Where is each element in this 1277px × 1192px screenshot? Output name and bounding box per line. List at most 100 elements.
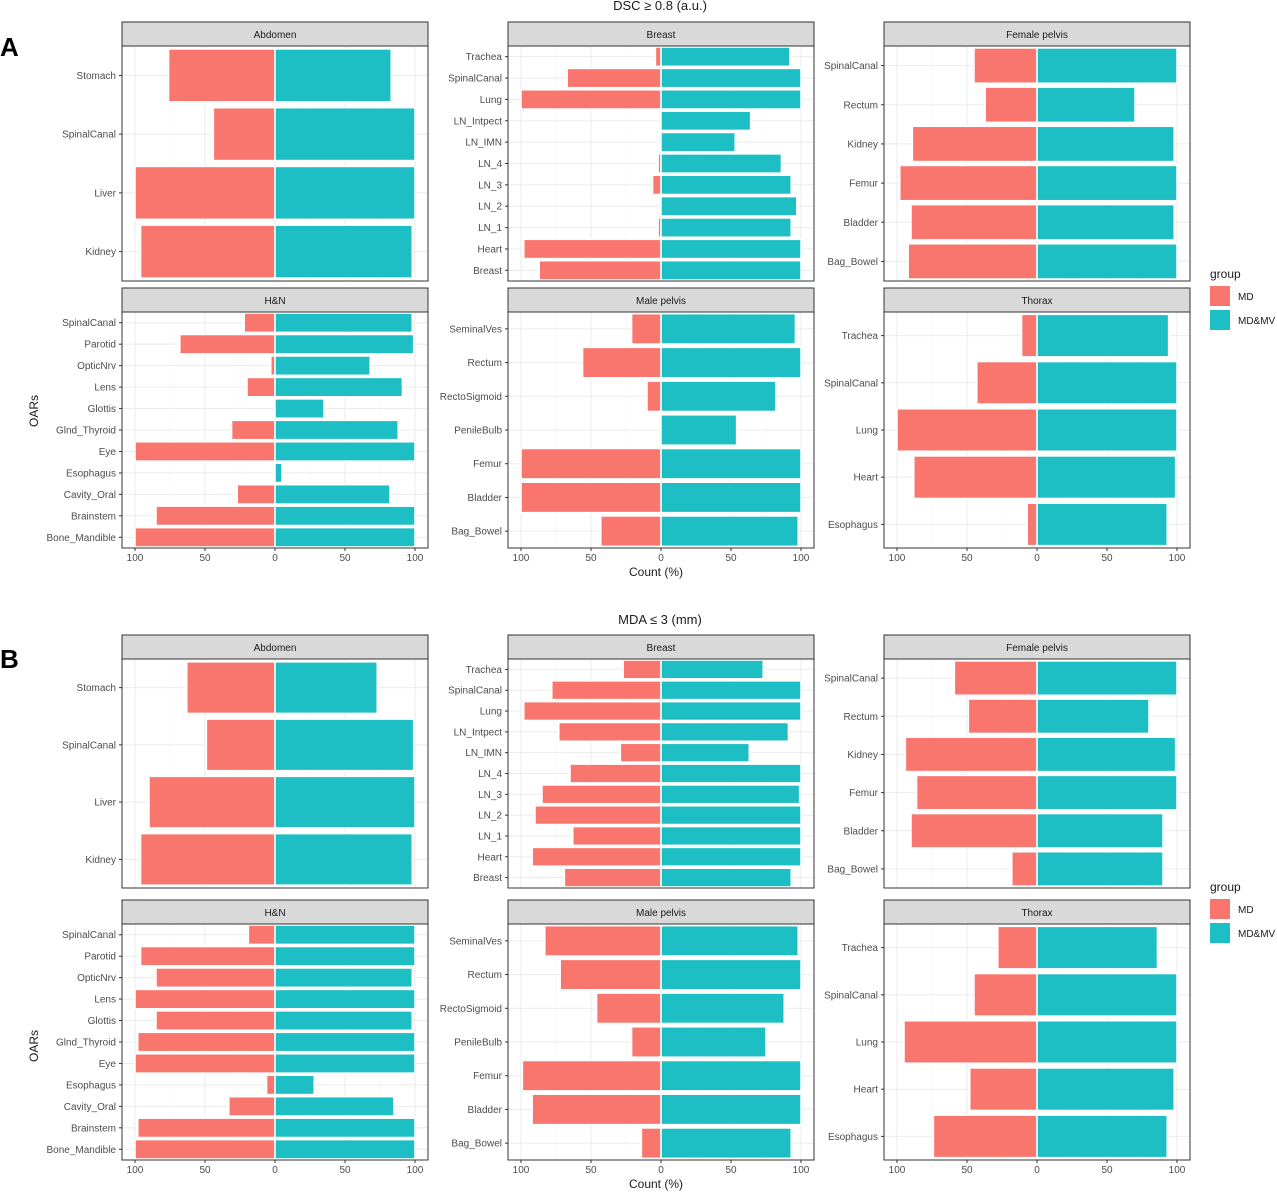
category-label: LN_1 — [478, 223, 502, 234]
panel-frame — [121, 658, 429, 889]
x-axis-title: Count (%) — [629, 1177, 683, 1191]
category-label: Bone_Mandible — [47, 1145, 117, 1156]
bar-md — [915, 774, 1038, 811]
bar-md-mv — [660, 825, 802, 847]
category-label: LN_4 — [478, 769, 502, 780]
bar-md — [247, 924, 276, 946]
bar-md-mv — [1036, 47, 1178, 84]
bar-md-mv — [660, 481, 802, 514]
bar-md-mv — [660, 700, 802, 722]
bar-md-mv — [274, 376, 404, 398]
bar-md — [531, 846, 662, 867]
x-tick-label: 0 — [1034, 1165, 1040, 1176]
bar-md-mv — [660, 238, 802, 260]
bar-md-mv — [1036, 86, 1136, 124]
bar-md-mv — [660, 380, 777, 413]
x-tick-label: 100 — [889, 1165, 906, 1176]
category-label: Breast — [473, 266, 502, 277]
bar-md — [531, 1093, 662, 1126]
bar-md-mv — [1036, 698, 1150, 735]
category-label: RectoSigmoid — [440, 1004, 502, 1015]
bar-md — [969, 1067, 1038, 1112]
category-label: Esophagus — [66, 468, 116, 479]
facet-strip — [883, 634, 1191, 660]
bar-md — [137, 1031, 276, 1053]
y-axis-title: OARs — [27, 395, 41, 427]
category-label: Breast — [473, 873, 502, 884]
category-label: Kidney — [85, 247, 116, 258]
panel-frame — [121, 45, 429, 282]
category-label: Bone_Mandible — [47, 533, 117, 544]
x-tick-label: 50 — [585, 1165, 597, 1176]
category-label: Lens — [94, 383, 116, 394]
bar-md-mv — [1036, 812, 1164, 849]
category-label: Lung — [480, 95, 502, 106]
bar-md — [984, 86, 1038, 124]
facet-strip — [121, 21, 429, 47]
bar-md — [572, 825, 662, 847]
legend-title: group — [1210, 267, 1241, 281]
category-label: Kidney — [847, 750, 878, 761]
bar-md — [595, 992, 662, 1025]
category-label: Trachea — [842, 331, 879, 342]
facet-strip — [507, 21, 815, 47]
bar-md-mv — [660, 515, 799, 548]
bar-md — [907, 243, 1038, 280]
bar-md — [911, 125, 1038, 163]
category-label: Stomach — [77, 71, 116, 82]
bar-md-mv — [274, 945, 416, 967]
facet-title: H&N — [264, 908, 285, 919]
facet-strip — [507, 899, 815, 925]
facet-title: Male pelvis — [636, 296, 686, 307]
category-label: SpinalCanal — [824, 990, 878, 1001]
category-label: LN_1 — [478, 831, 502, 842]
category-label: Esophagus — [828, 520, 878, 531]
bar-md — [186, 661, 276, 715]
bar-md-mv — [1036, 203, 1175, 241]
bar-md — [265, 1074, 276, 1096]
bar-md — [904, 736, 1038, 773]
category-label: Lung — [856, 426, 878, 437]
bar-md — [953, 660, 1038, 697]
bar-md — [600, 515, 662, 548]
x-tick-label: 100 — [407, 1165, 424, 1176]
bar-md-mv — [274, 1117, 416, 1139]
bar-md-mv — [660, 846, 802, 867]
bar-md — [541, 784, 662, 805]
category-label: SpinalCanal — [62, 130, 116, 141]
bar-md-mv — [274, 1074, 315, 1096]
bar-md-mv — [660, 680, 802, 701]
bar-md-mv — [274, 441, 416, 462]
bar-md-mv — [660, 67, 802, 89]
bar-md-mv — [660, 1127, 792, 1160]
facet-strip — [121, 899, 429, 925]
x-tick-label: 0 — [658, 553, 664, 564]
bar-md — [155, 967, 276, 989]
category-label: Stomach — [77, 683, 116, 694]
bar-md — [932, 1114, 1038, 1159]
bar-md-mv — [1036, 502, 1168, 547]
bar-md-mv — [274, 355, 371, 377]
x-tick-label: 100 — [513, 553, 530, 564]
facet-strip — [121, 634, 429, 660]
facet-strip — [121, 287, 429, 313]
facet-strip — [507, 287, 815, 313]
category-label: SpinalCanal — [824, 61, 878, 72]
bar-md — [551, 680, 662, 701]
bar-md — [139, 832, 276, 886]
x-tick-label: 100 — [1169, 553, 1186, 564]
bar-md-mv — [274, 832, 413, 886]
facet-abdomen: Abdomen Stomach SpinalCanal Liver Kidney — [62, 21, 429, 282]
x-tick-label: 0 — [272, 1165, 278, 1176]
bar-md-mv — [660, 924, 799, 957]
bar-md — [910, 812, 1038, 849]
facet-thorax: Thorax Trachea SpinalCanal Lung Heart Esophag… — [824, 899, 1191, 1176]
bar-md-mv — [660, 1093, 802, 1126]
category-label: Bag_Bowel — [827, 864, 878, 875]
bar-md-mv — [274, 526, 416, 548]
category-label: Bladder — [468, 493, 503, 504]
bar-md — [544, 924, 662, 957]
bar-md-mv — [660, 659, 764, 680]
legend-key-md — [1210, 286, 1230, 306]
